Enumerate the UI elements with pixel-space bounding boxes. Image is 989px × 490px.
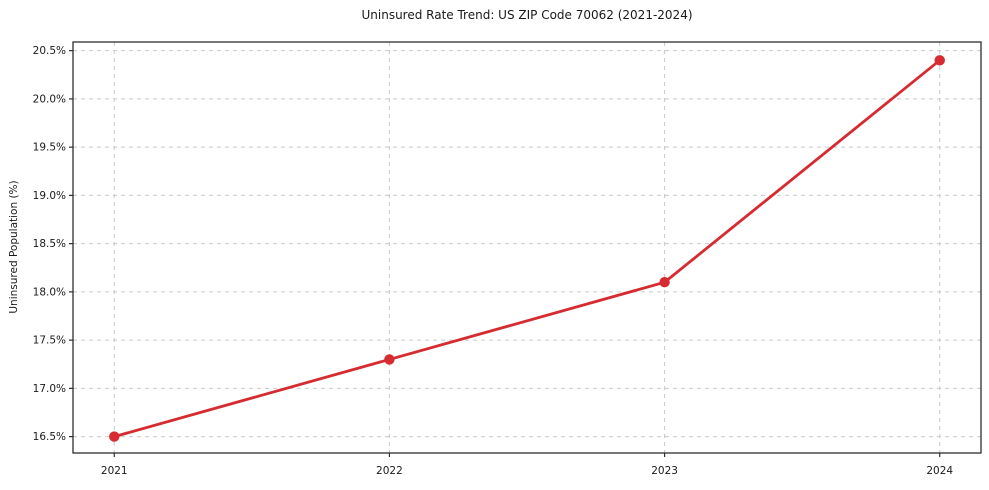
data-point-2021 bbox=[109, 431, 120, 442]
series-line bbox=[112, 58, 942, 438]
data-point-2024 bbox=[934, 55, 945, 66]
y-tick-label: 19.0% bbox=[33, 190, 66, 202]
y-tick-label: 18.0% bbox=[33, 286, 66, 298]
y-tick-label: 17.5% bbox=[33, 335, 66, 347]
y-tick-label: 20.5% bbox=[33, 45, 66, 57]
y-tick-label: 19.5% bbox=[33, 142, 66, 154]
y-tick-label: 16.5% bbox=[33, 431, 66, 443]
x-tick-label: 2021 bbox=[101, 465, 128, 477]
data-point-2023 bbox=[659, 277, 670, 288]
x-tick-label: 2024 bbox=[926, 465, 953, 477]
y-tick-label: 17.0% bbox=[33, 383, 66, 395]
data-point-2022 bbox=[384, 354, 395, 365]
x-tick-label: 2022 bbox=[376, 465, 403, 477]
y-tick-label: 18.5% bbox=[33, 238, 66, 250]
chart-title: Uninsured Rate Trend: US ZIP Code 70062 … bbox=[361, 8, 693, 22]
x-tick-label: 2023 bbox=[651, 465, 678, 477]
y-tick-label: 20.0% bbox=[33, 93, 66, 105]
axes-spines bbox=[72, 41, 982, 454]
